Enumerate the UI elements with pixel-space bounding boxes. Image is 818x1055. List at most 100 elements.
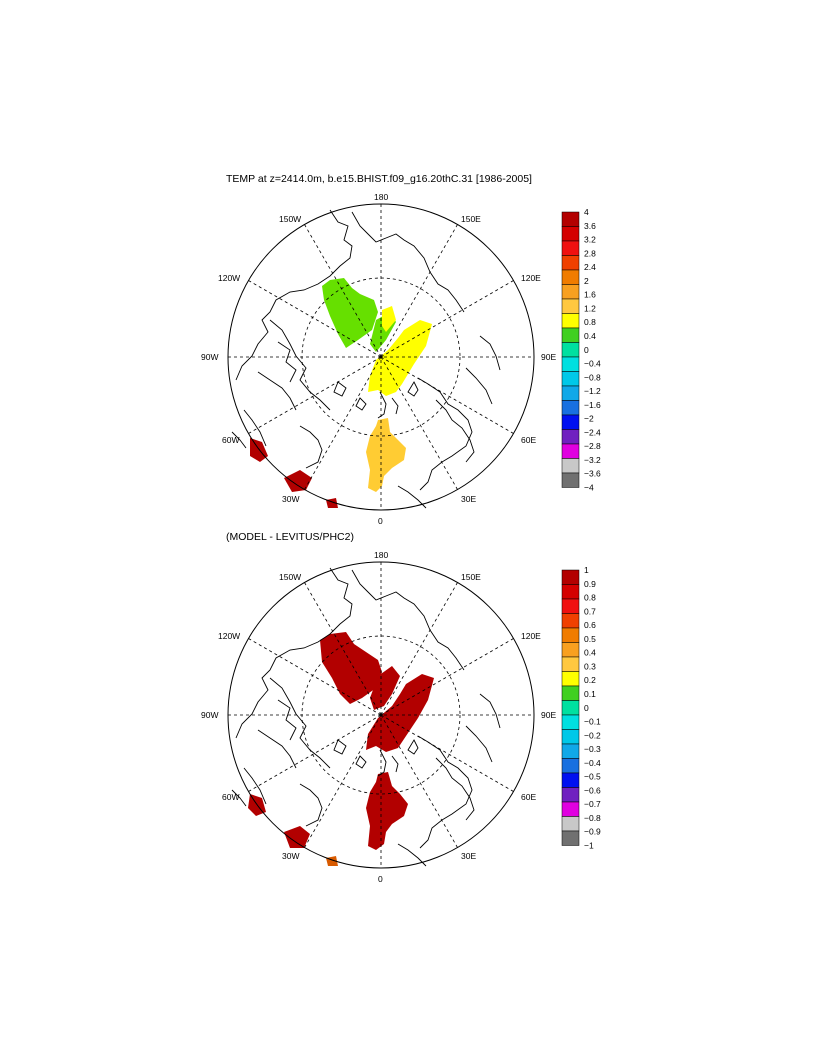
- colorbar-tick-label: 3.2: [584, 235, 596, 245]
- lon-label-180: 180: [374, 192, 388, 202]
- colorbar-tick-label: −0.1: [584, 717, 601, 727]
- colorbar-swatch: [561, 313, 580, 329]
- colorbar-swatch: [561, 240, 580, 256]
- lon-label-90e: 90E: [541, 352, 556, 362]
- colorbar-tick-label: −0.3: [584, 744, 601, 754]
- bottom-field-darkred-main: [366, 674, 434, 752]
- lon-label-0: 0: [378, 874, 383, 884]
- bottom-field-red-30w: [284, 826, 310, 848]
- colorbar-swatch: [561, 472, 580, 488]
- colorbar-tick-label: 0.5: [584, 634, 596, 644]
- colorbar-swatch: [561, 656, 580, 672]
- colorbar-swatch: [561, 443, 580, 459]
- top-field-red-30w: [284, 470, 312, 492]
- top-coastlines: [231, 209, 501, 509]
- colorbar-swatch: [561, 816, 580, 832]
- lon-label-60w: 60W: [222, 792, 239, 802]
- colorbar-tick-label: −0.2: [584, 730, 601, 740]
- colorbar-tick-label: −1: [584, 841, 594, 851]
- lon-label-120w: 120W: [218, 631, 240, 641]
- top-field-yellow-left: [382, 306, 396, 332]
- lon-label-150w: 150W: [279, 572, 301, 582]
- bottom-map: [227, 561, 535, 869]
- colorbar-tick-label: 0.6: [584, 620, 596, 630]
- colorbar-swatch: [561, 400, 580, 416]
- colorbar-swatch: [561, 801, 580, 817]
- colorbar-swatch: [561, 830, 580, 846]
- lon-label-180: 180: [374, 550, 388, 560]
- lon-label-30w: 30W: [282, 851, 299, 861]
- colorbar-swatch: [561, 598, 580, 614]
- colorbar-swatch: [561, 414, 580, 430]
- colorbar-swatch: [561, 729, 580, 745]
- colorbar-tick-label: 0.4: [584, 648, 596, 658]
- top-panel-title: TEMP at z=2414.0m, b.e15.BHIST.f09_g16.2…: [226, 173, 532, 185]
- colorbar-tick-label: 1: [584, 565, 589, 575]
- colorbar-swatch: [561, 743, 580, 759]
- lon-label-120e: 120E: [521, 273, 541, 283]
- lon-label-150w: 150W: [279, 214, 301, 224]
- colorbar-tick-label: −0.6: [584, 785, 601, 795]
- lon-label-150e: 150E: [461, 214, 481, 224]
- bottom-field-darkred-left: [320, 632, 382, 704]
- colorbar-swatch: [561, 758, 580, 774]
- colorbar-swatch: [561, 613, 580, 629]
- bottom-panel: (MODEL - LEVITUS/PHC2): [201, 531, 601, 884]
- top-map-boundary: [227, 203, 535, 511]
- colorbar-tick-label: −1.2: [584, 386, 601, 396]
- colorbar-tick-label: 0.8: [584, 317, 596, 327]
- bottom-panel-title: (MODEL - LEVITUS/PHC2): [226, 531, 354, 543]
- colorbar-tick-label: −0.9: [584, 827, 601, 837]
- colorbar-swatch: [561, 671, 580, 687]
- colorbar-tick-label: 0: [584, 703, 589, 713]
- lon-label-120w: 120W: [218, 273, 240, 283]
- colorbar-tick-label: −0.8: [584, 813, 601, 823]
- colorbar-swatch: [561, 284, 580, 300]
- top-graticule: [228, 204, 534, 510]
- colorbar-tick-label: 2: [584, 276, 589, 286]
- lon-label-30w: 30W: [282, 494, 299, 504]
- lon-label-30e: 30E: [461, 851, 476, 861]
- colorbar-swatch: [561, 269, 580, 285]
- colorbar-swatch: [561, 700, 580, 716]
- top-panel: TEMP at z=2414.0m, b.e15.BHIST.f09_g16.2…: [201, 173, 601, 526]
- colorbar-tick-label: 4: [584, 207, 589, 217]
- colorbar-tick-label: 0.9: [584, 579, 596, 589]
- colorbar-tick-label: −0.4: [584, 758, 601, 768]
- colorbar-tick-label: 2.8: [584, 248, 596, 258]
- colorbar-swatch: [561, 569, 580, 585]
- colorbar-swatch: [561, 429, 580, 445]
- colorbar-swatch: [561, 298, 580, 314]
- colorbar-tick-label: −1.6: [584, 400, 601, 410]
- colorbar-tick-label: −0.4: [584, 359, 601, 369]
- top-field-green: [322, 278, 378, 348]
- bottom-field-darkred-south: [366, 772, 408, 850]
- colorbar-tick-label: −4: [584, 483, 594, 493]
- colorbar-swatch: [561, 584, 580, 600]
- colorbar-tick-label: 0.7: [584, 606, 596, 616]
- colorbar-swatch: [561, 342, 580, 358]
- colorbar-swatch: [561, 371, 580, 387]
- colorbar-tick-label: 1.2: [584, 303, 596, 313]
- lon-label-0: 0: [378, 516, 383, 526]
- top-map: [227, 203, 535, 511]
- lon-label-90w: 90W: [201, 352, 218, 362]
- colorbar-swatch: [561, 772, 580, 788]
- lon-label-90e: 90E: [541, 710, 556, 720]
- bottom-graticule: [228, 562, 534, 868]
- colorbar-swatch: [561, 642, 580, 658]
- colorbar-swatch: [561, 714, 580, 730]
- lon-label-30e: 30E: [461, 494, 476, 504]
- lon-label-60w: 60W: [222, 435, 239, 445]
- colorbar-tick-label: 0.3: [584, 661, 596, 671]
- colorbar-tick-label: 1.6: [584, 290, 596, 300]
- colorbar-tick-label: 0: [584, 345, 589, 355]
- top-field-gold: [366, 418, 406, 492]
- bottom-colorbar: 1 0.9 0.8 0.7 0.6 0.5 0.4 0.3 0.2 0.1 0 −0.1 −0.2 −0.…: [561, 565, 601, 851]
- bottom-field-darkred-mid: [370, 666, 400, 710]
- colorbar-tick-label: −0.8: [584, 372, 601, 382]
- bottom-map-boundary: [227, 561, 535, 869]
- colorbar-tick-label: −3.6: [584, 469, 601, 479]
- colorbar-tick-label: 3.6: [584, 221, 596, 231]
